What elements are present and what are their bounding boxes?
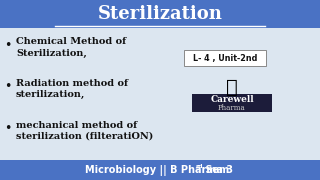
- Text: sterilization (filteratiON): sterilization (filteratiON): [16, 132, 153, 141]
- Text: Radiation method of: Radiation method of: [16, 78, 128, 87]
- Text: rd: rd: [196, 164, 204, 169]
- Text: Sterilization: Sterilization: [98, 5, 222, 23]
- Text: Sterilization,: Sterilization,: [16, 48, 87, 57]
- Text: •: •: [4, 122, 12, 135]
- Text: •: •: [4, 39, 12, 52]
- FancyBboxPatch shape: [0, 0, 320, 28]
- Text: L- 4 , Unit-2nd: L- 4 , Unit-2nd: [193, 53, 257, 62]
- Text: mechanical method of: mechanical method of: [16, 120, 137, 129]
- FancyBboxPatch shape: [0, 160, 320, 180]
- FancyBboxPatch shape: [184, 50, 266, 66]
- Text: Microbiology || B Pharma 3: Microbiology || B Pharma 3: [85, 165, 233, 176]
- Text: sterilization,: sterilization,: [16, 89, 85, 98]
- Text: •: •: [4, 80, 12, 93]
- Text: Sem: Sem: [202, 165, 229, 175]
- Text: Pharma: Pharma: [218, 104, 246, 112]
- Text: 🎓: 🎓: [226, 78, 238, 96]
- FancyBboxPatch shape: [192, 94, 272, 112]
- Text: Carewell: Carewell: [210, 96, 254, 105]
- Text: Chemical Method of: Chemical Method of: [16, 37, 126, 46]
